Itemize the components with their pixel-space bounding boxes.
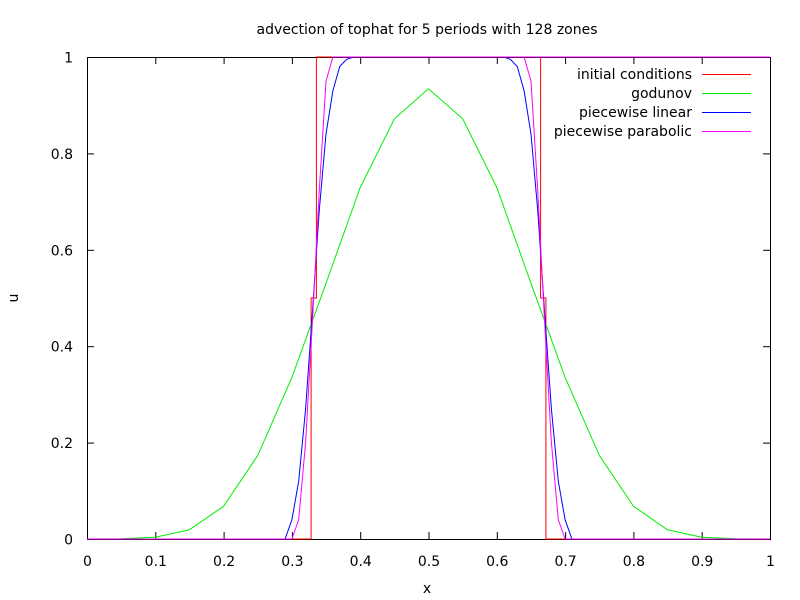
series-line-piecewise-linear [87,56,770,540]
series-line-piecewise-parabolic [87,56,770,540]
legend-label: piecewise linear [579,105,692,121]
x-tick-label: 0.2 [213,554,235,570]
x-tick-label: 0.5 [418,554,440,570]
x-axis-label: x [423,581,431,597]
axis-ticks: 0 0.1 0.2 0.3 0.4 0.5 0.6 0.7 0.8 0.9 1 0 0.2 0.4 0.6 0… [51,51,775,571]
legend: initial conditions godunov piecewise linea… [554,67,751,140]
x-tick-label: 0 [83,554,92,570]
x-tick-label: 0.8 [623,554,645,570]
legend-label: godunov [631,86,692,102]
x-tick-label: 0.4 [350,554,372,570]
x-tick-label: 0.6 [486,554,508,570]
y-tick-label: 1 [64,51,73,67]
x-tick-label: 0.9 [691,554,713,570]
x-tick-label: 0.7 [554,554,576,570]
y-axis-label: u [6,294,22,303]
legend-label: piecewise parabolic [554,124,692,140]
y-tick-label: 0.2 [51,436,73,452]
y-tick-label: 0 [64,533,73,549]
y-tick-label: 0.6 [51,243,73,259]
x-tick-label: 0.3 [281,554,303,570]
series-line-godunov [86,88,771,540]
chart-title: advection of tophat for 5 periods with 1… [256,22,597,38]
series-group [86,56,771,540]
x-tick-label: 1 [766,554,775,570]
y-tick-label: 0.8 [51,147,73,163]
x-tick-label: 0.1 [145,554,167,570]
legend-label: initial conditions [577,67,692,83]
y-tick-label: 0.4 [51,340,73,356]
